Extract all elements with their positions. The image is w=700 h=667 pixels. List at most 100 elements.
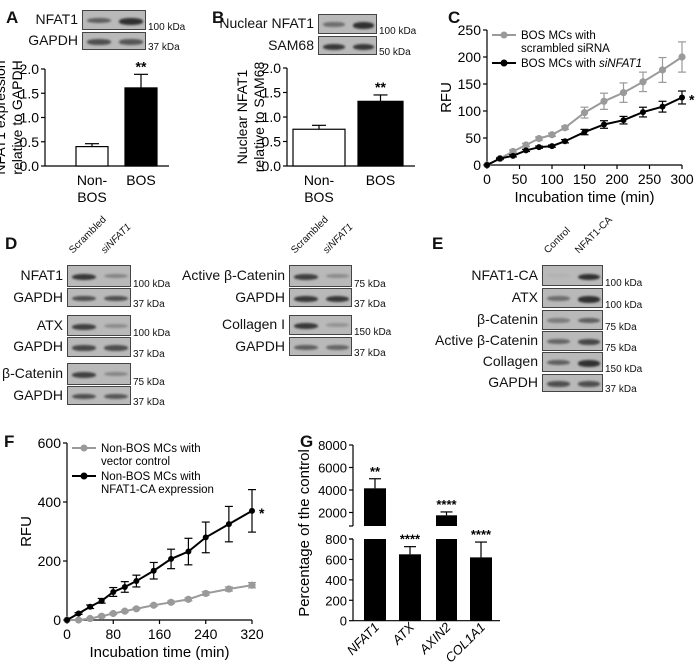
data-point bbox=[620, 117, 627, 124]
blot-e-5 bbox=[542, 374, 603, 392]
y-tick-label: 1.0 bbox=[20, 110, 40, 126]
y-axis-label: RFU bbox=[18, 516, 35, 547]
blot-e-3 bbox=[542, 331, 603, 351]
x-tick-label: 0 bbox=[483, 171, 491, 187]
band bbox=[547, 273, 570, 277]
data-point bbox=[510, 152, 516, 159]
data-point bbox=[639, 78, 647, 86]
y-tick-label: 200 bbox=[325, 593, 347, 608]
y-axis-label: NFAT1 expression bbox=[0, 60, 8, 174]
data-point bbox=[581, 129, 588, 136]
band bbox=[577, 273, 600, 281]
x-tick-label: 250 bbox=[638, 171, 662, 187]
data-point bbox=[109, 609, 117, 618]
band bbox=[104, 345, 128, 351]
y-tick-label: 0 bbox=[340, 614, 347, 629]
data-point bbox=[248, 581, 256, 589]
blot-a-1 bbox=[82, 32, 146, 50]
band bbox=[87, 39, 111, 45]
band bbox=[104, 372, 128, 377]
blot-d_right-1 bbox=[289, 288, 352, 307]
x-tick-label: 80 bbox=[105, 626, 121, 642]
band bbox=[72, 345, 96, 351]
kda-label: 37 kDa bbox=[133, 299, 165, 310]
x-axis-label: Incubation time (min) bbox=[89, 644, 229, 661]
blot-d_left-0 bbox=[67, 265, 131, 287]
y-tick-label: 400 bbox=[38, 494, 62, 510]
y-tick-label: 600 bbox=[38, 435, 62, 451]
y-tick-label: 200 bbox=[458, 49, 482, 65]
blot-label: GAPDH bbox=[13, 338, 63, 354]
data-point bbox=[167, 598, 175, 606]
y-axis-label: Nuclear NFAT1 bbox=[234, 69, 250, 164]
data-point bbox=[523, 147, 529, 154]
blot-label: NFAT1 bbox=[20, 267, 63, 283]
band bbox=[547, 318, 570, 323]
significance-label: * bbox=[689, 92, 695, 108]
bar-lower bbox=[364, 539, 386, 621]
kda-label: 75 kDa bbox=[354, 279, 386, 290]
panel-label-b: B bbox=[212, 8, 225, 27]
bar bbox=[124, 87, 158, 167]
significance-label: **** bbox=[471, 527, 492, 542]
blot-d_left-1 bbox=[67, 288, 131, 307]
band bbox=[577, 318, 600, 324]
x-tick-label: 160 bbox=[148, 626, 172, 642]
x-tick-label: 50 bbox=[512, 171, 528, 187]
blot-label: Active β-Catenin bbox=[435, 332, 538, 348]
data-point bbox=[64, 617, 70, 623]
data-point bbox=[619, 89, 628, 97]
blot-d_left-2 bbox=[67, 315, 131, 336]
y-tick-label: 2000 bbox=[318, 506, 347, 521]
y-tick-label: 2.0 bbox=[20, 61, 40, 77]
band bbox=[577, 360, 600, 367]
data-point bbox=[87, 603, 94, 610]
x-axis-label: Incubation time (min) bbox=[514, 189, 654, 206]
bar bbox=[470, 557, 492, 621]
data-point bbox=[640, 109, 646, 116]
kda-label: 100 kDa bbox=[379, 26, 417, 37]
data-point bbox=[74, 616, 83, 624]
data-point bbox=[658, 66, 667, 74]
x-tick-label: 240 bbox=[194, 626, 218, 642]
band bbox=[119, 39, 143, 45]
band bbox=[577, 296, 600, 303]
data-point bbox=[225, 521, 232, 528]
y-tick-label: 0.0 bbox=[262, 158, 282, 174]
blot-d_left-3 bbox=[67, 337, 131, 357]
y-tick-label: 0 bbox=[53, 612, 61, 628]
y-tick-label: 2.0 bbox=[262, 60, 282, 76]
legend-label: NFAT1-CA expression bbox=[101, 484, 214, 496]
y-tick-label: 6000 bbox=[318, 461, 347, 476]
x-tick-label: BOS bbox=[77, 189, 107, 205]
blot-label: GAPDH bbox=[488, 374, 538, 390]
significance-label: * bbox=[259, 505, 265, 521]
blot-label: GAPDH bbox=[13, 288, 63, 305]
band bbox=[72, 372, 96, 379]
bar-lower bbox=[436, 539, 457, 621]
y-tick-label: 1.5 bbox=[262, 85, 282, 101]
x-tick-label: 200 bbox=[605, 171, 629, 187]
y-tick-label: 1.5 bbox=[20, 85, 40, 101]
x-tick-label: Non- bbox=[304, 172, 335, 188]
blot-label: GAPDH bbox=[235, 337, 285, 354]
data-point bbox=[121, 607, 129, 615]
blot-label: Nuclear NFAT1 bbox=[219, 15, 314, 31]
blot-e-4 bbox=[542, 352, 603, 372]
blot-d_left-5 bbox=[67, 386, 131, 405]
legend-label: scrambled siRNA bbox=[521, 43, 610, 55]
x-tick-label: 0 bbox=[63, 626, 71, 642]
data-point bbox=[225, 585, 233, 593]
blot-label: GAPDH bbox=[13, 386, 63, 403]
blot-label: Collagen I bbox=[221, 316, 285, 332]
blot-label: ATX bbox=[511, 289, 538, 305]
data-point bbox=[678, 53, 686, 61]
data-point bbox=[549, 143, 555, 150]
data-point bbox=[535, 134, 543, 143]
data-point bbox=[121, 583, 128, 590]
significance-label: ** bbox=[375, 79, 386, 95]
legend-marker bbox=[80, 444, 88, 452]
data-point bbox=[86, 614, 94, 623]
x-tick-label: 150 bbox=[573, 171, 597, 187]
